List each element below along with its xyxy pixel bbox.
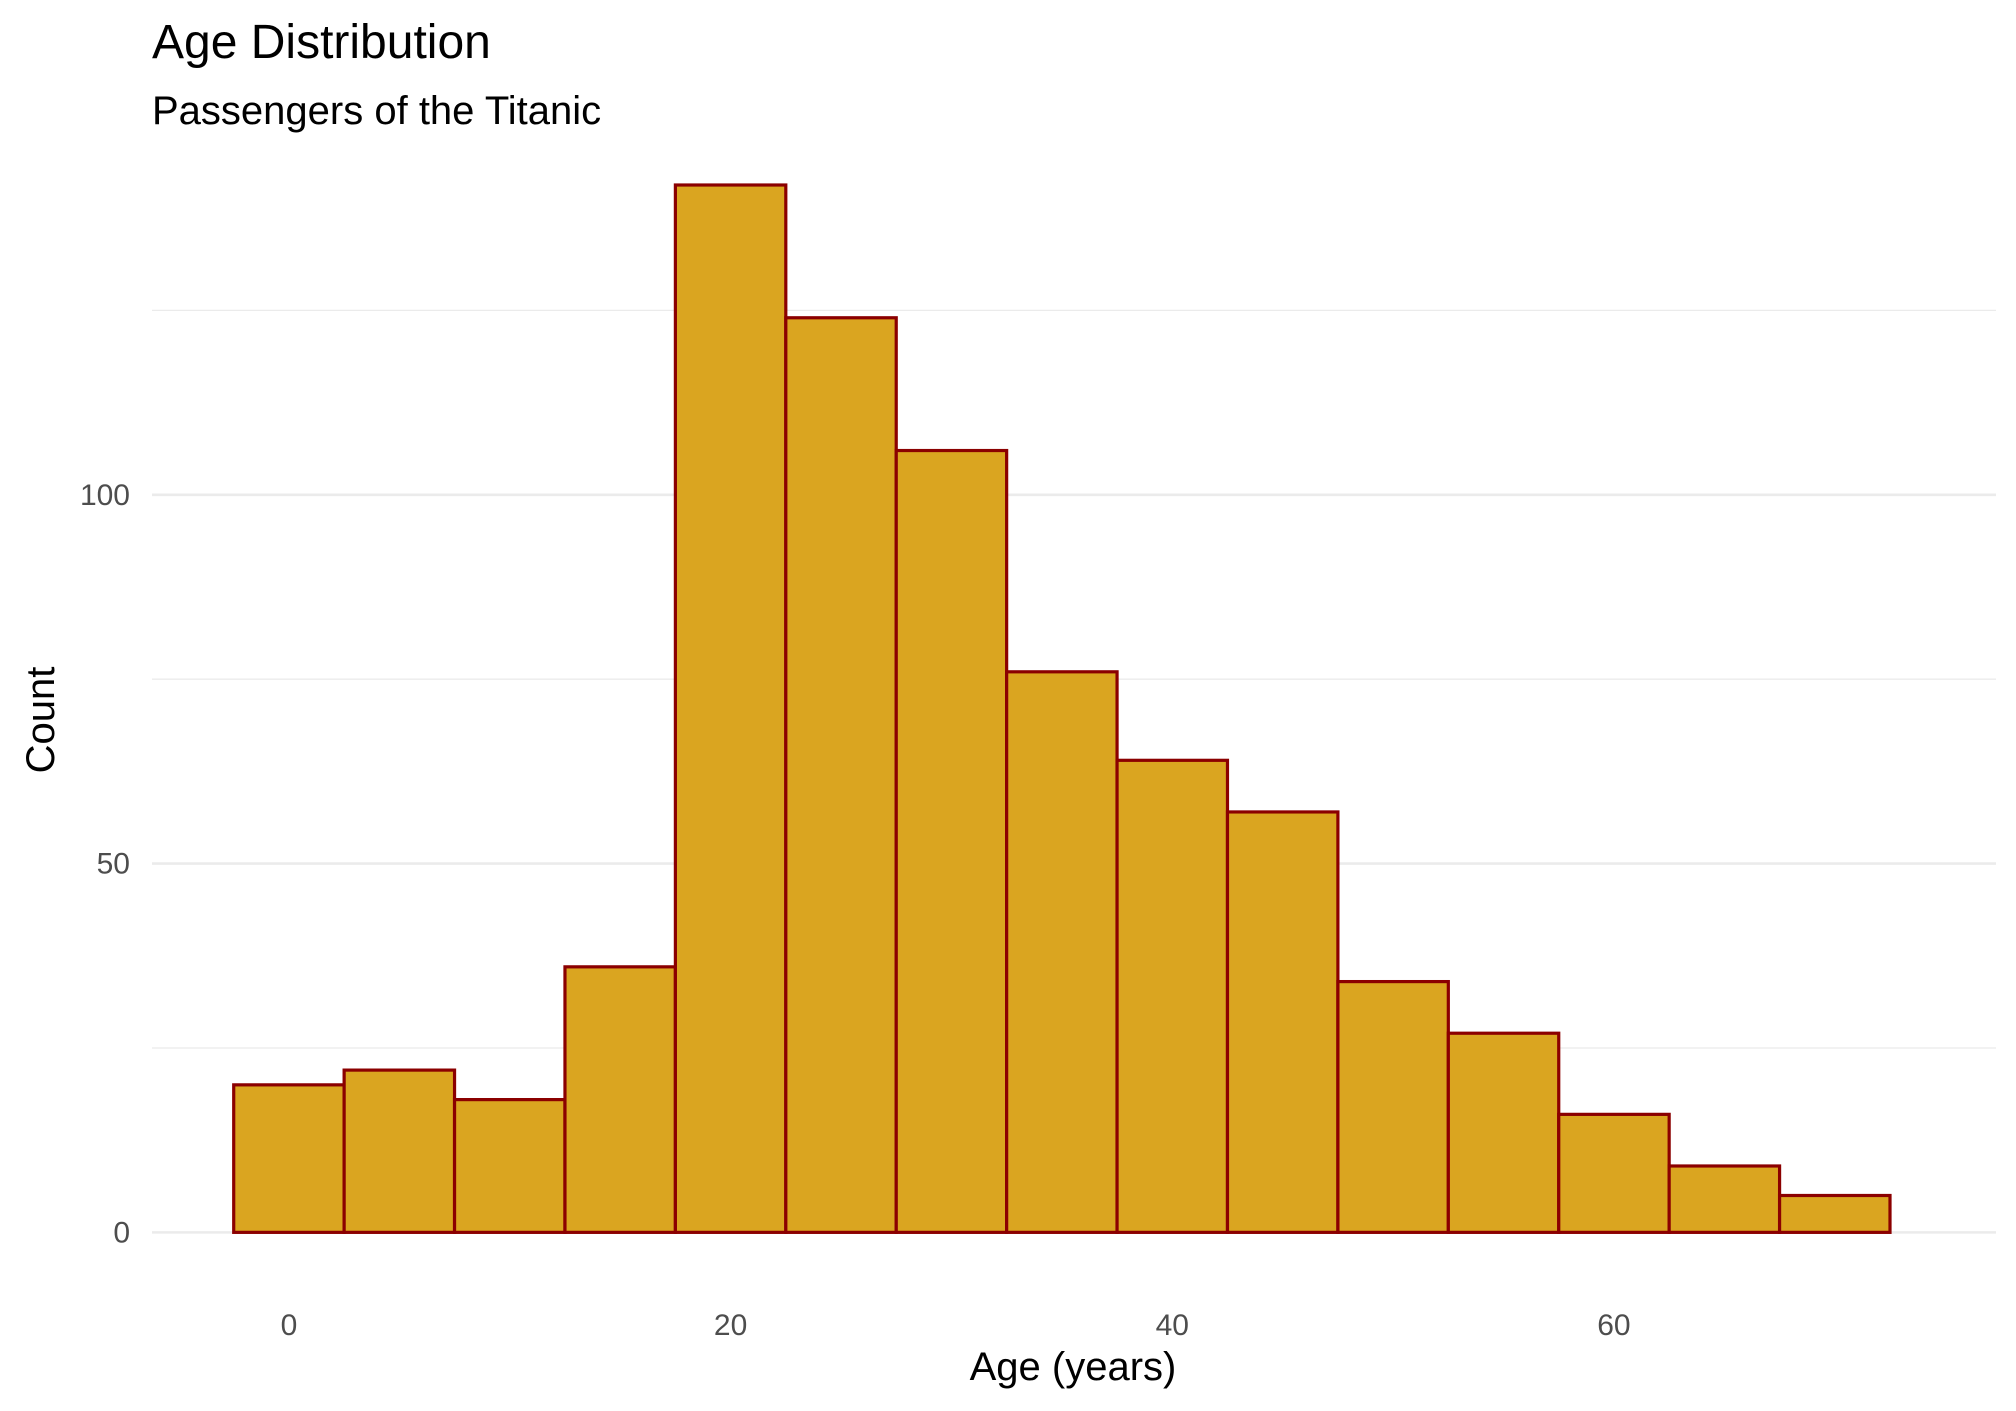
y-tick-label: 100 <box>80 479 130 512</box>
x-axis-title: Age (years) <box>970 1345 1177 1389</box>
y-tick-label: 0 <box>113 1216 130 1249</box>
histogram-bar <box>1225 810 1340 1234</box>
histogram-bar <box>894 448 1009 1234</box>
x-tick-label: 0 <box>281 1309 298 1342</box>
histogram-bar <box>452 1098 567 1234</box>
x-axis-ticks: 0 20 40 60 <box>281 1309 1631 1342</box>
histogram-bar <box>784 316 898 1234</box>
y-axis-ticks: 0 50 100 <box>80 479 130 1250</box>
histogram-bar <box>1336 979 1450 1234</box>
histogram-bar <box>232 1083 346 1234</box>
histogram-bar <box>1005 670 1119 1234</box>
histogram-bars <box>232 183 1892 1234</box>
histogram-bar <box>673 183 788 1234</box>
histogram-bar <box>1446 1031 1561 1234</box>
x-tick-label: 60 <box>1597 1309 1630 1342</box>
histogram-bar <box>563 965 677 1234</box>
y-tick-label: 50 <box>97 848 130 881</box>
y-axis-title: Count <box>19 667 63 774</box>
histogram-bar <box>1667 1164 1782 1234</box>
histogram-bar <box>1115 758 1230 1234</box>
histogram-bar <box>342 1068 457 1234</box>
chart-subtitle: Passengers of the Titanic <box>152 89 601 133</box>
histogram-bar <box>1777 1193 1892 1234</box>
x-tick-label: 40 <box>1156 1309 1189 1342</box>
histogram-bar <box>1557 1112 1671 1234</box>
x-tick-label: 20 <box>714 1309 747 1342</box>
chart-title: Age Distribution <box>152 16 491 69</box>
